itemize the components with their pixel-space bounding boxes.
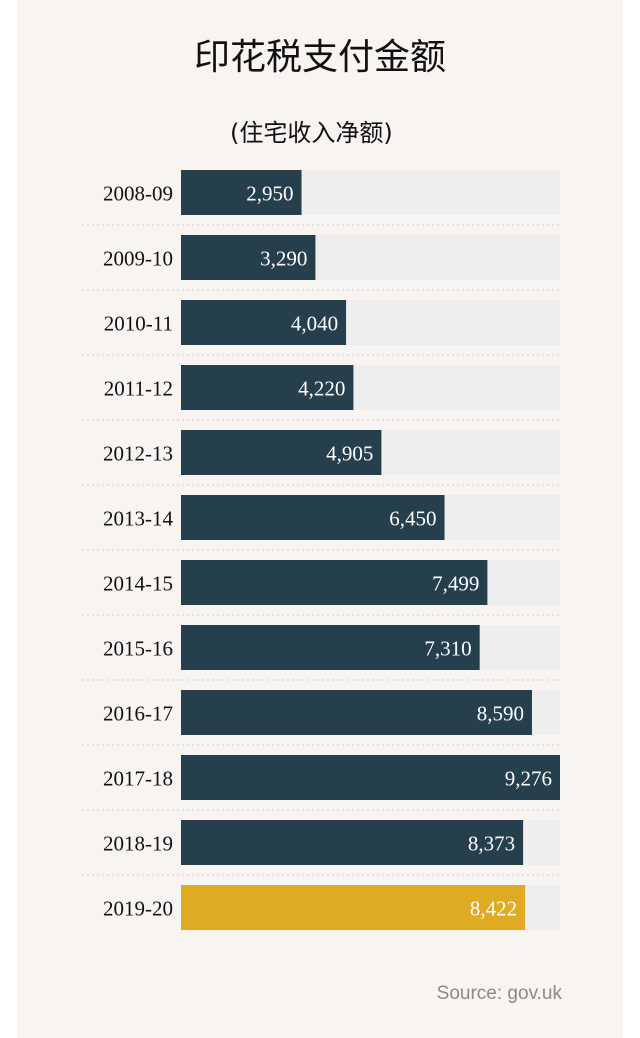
bar [181, 755, 560, 800]
chart-title: 印花税支付金额 [193, 37, 446, 78]
bar [181, 235, 316, 280]
data-label: 4,040 [291, 312, 338, 336]
data-label: 2,950 [246, 182, 293, 206]
category-label: 2018-19 [103, 832, 173, 856]
data-label: 4,905 [326, 442, 373, 466]
data-label: 3,290 [260, 247, 307, 271]
source-note: Source: gov.uk [436, 983, 562, 1004]
bar [181, 690, 532, 735]
data-label: 8,373 [468, 832, 515, 856]
bar [181, 430, 382, 475]
bar [181, 495, 445, 540]
bar [181, 300, 347, 345]
category-label: 2014-15 [103, 572, 173, 596]
bar [181, 885, 526, 930]
bar [181, 170, 302, 215]
category-label: 2016-17 [103, 702, 173, 726]
category-label: 2019-20 [103, 897, 173, 921]
category-label: 2012-13 [103, 442, 173, 466]
data-label: 7,499 [432, 572, 479, 596]
category-label: 2011-12 [104, 377, 173, 401]
category-label: 2013-14 [103, 507, 173, 531]
bar [181, 560, 488, 605]
data-label: 4,220 [298, 377, 345, 401]
data-label: 6,450 [389, 507, 436, 531]
category-label: 2010-11 [104, 312, 173, 336]
bar [181, 625, 480, 670]
category-label: 2017-18 [103, 767, 173, 791]
data-label: 8,590 [477, 702, 524, 726]
bar [181, 820, 524, 865]
data-label: 8,422 [470, 897, 517, 921]
chart-subtitle: (住宅收入净额) [230, 119, 393, 147]
category-label: 2015-16 [103, 637, 173, 661]
category-label: 2008-09 [103, 182, 173, 206]
category-label: 2009-10 [103, 247, 173, 271]
data-label: 9,276 [505, 767, 552, 791]
data-label: 7,310 [424, 637, 471, 661]
bar [181, 365, 354, 410]
